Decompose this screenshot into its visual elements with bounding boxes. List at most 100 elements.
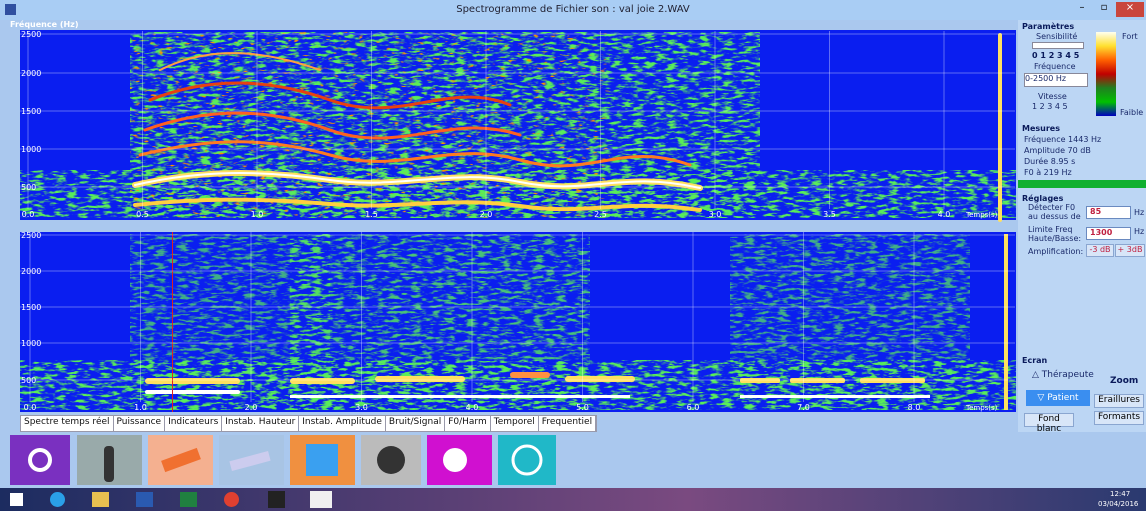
level-bar — [1018, 180, 1146, 188]
toolbar — [0, 432, 1146, 488]
start-button[interactable] — [10, 493, 23, 506]
x-tick-label: 4.0 — [938, 210, 951, 219]
icon-glyph — [443, 448, 467, 472]
label: Thérapeute — [1041, 370, 1094, 380]
section-title: Mesures — [1022, 124, 1060, 133]
app-icon — [5, 4, 16, 15]
label: Fréquence — [1034, 62, 1076, 71]
y-tick-label: 1500 — [21, 303, 41, 312]
app-icon[interactable] — [310, 491, 332, 508]
close-button[interactable]: × — [1116, 2, 1144, 17]
patient-option[interactable]: ▽ Patient — [1026, 390, 1090, 406]
y-tick-label: 2500 — [21, 231, 41, 240]
help-icon[interactable] — [498, 435, 556, 485]
label: Détecter F0 au dessus de — [1028, 203, 1081, 221]
tab[interactable]: Bruit/Signal — [386, 416, 446, 431]
eraillures-button[interactable]: Eraillures — [1094, 394, 1144, 408]
tab[interactable]: Frequentiel — [539, 416, 597, 431]
x-axis-label: Temps(s) — [965, 404, 998, 412]
bottom-noise-low — [20, 360, 1016, 410]
amp-plus-button[interactable]: + 3dB — [1115, 244, 1145, 257]
chrome-icon[interactable] — [224, 492, 239, 507]
color-scale — [1096, 32, 1116, 116]
fond-blanc-button[interactable]: Fond blanc — [1024, 413, 1074, 434]
spectrograms: Fréquence (Hz) 2500 2000 1500 1000 500 0.0 0.5… — [0, 20, 1018, 416]
y-axis-label: Fréquence (Hz) — [10, 20, 78, 29]
slider[interactable] — [1032, 42, 1084, 49]
taskbar: 12:47 03/04/2016 — [0, 488, 1146, 511]
x-tick-label: 2.0 — [245, 403, 258, 412]
icon-glyph — [377, 446, 405, 474]
x-axis-label: Temps(s) — [965, 211, 998, 219]
title-bar: Spectrogramme de Fichier son : val joie … — [0, 0, 1146, 20]
minimize-button[interactable]: – — [1079, 2, 1085, 13]
y-tick-label: 2000 — [21, 69, 41, 78]
x-tick-label: 1.0 — [134, 403, 147, 412]
x-tick-label: 3.0 — [355, 403, 368, 412]
scale: 0 1 2 3 4 5 — [1032, 51, 1080, 60]
y-tick-label: 500 — [21, 183, 36, 192]
ie-icon[interactable] — [50, 492, 65, 507]
x-tick-label: 1.5 — [365, 210, 378, 219]
bottom-harmonics — [145, 232, 1008, 412]
tab[interactable]: Spectre temps réel — [21, 416, 114, 431]
label: Sensibilité — [1036, 32, 1078, 41]
y-tick-label: 1500 — [21, 107, 41, 116]
x-tick-label: 8.0 — [908, 403, 921, 412]
detect-input[interactable]: 85 — [1086, 206, 1131, 219]
clock-date: 03/04/2016 — [1098, 500, 1139, 508]
tab[interactable]: Instab. Amplitude — [299, 416, 386, 431]
section-title: Ecran — [1022, 356, 1048, 365]
tab[interactable]: Temporel — [491, 416, 539, 431]
therapeute-option[interactable]: △ Thérapeute — [1032, 370, 1094, 380]
frequency-select[interactable]: 0-2500 Hz — [1024, 73, 1088, 87]
icon-glyph — [161, 447, 201, 473]
icon-glyph — [306, 444, 338, 476]
clock-time: 12:47 — [1110, 490, 1131, 498]
measure-line: Amplitude 70 dB — [1024, 146, 1091, 155]
limit-input[interactable]: 1300 — [1086, 227, 1131, 240]
app-icon[interactable] — [268, 491, 285, 508]
label: Faible — [1120, 108, 1144, 117]
measure-line: F0 à 219 Hz — [1024, 168, 1072, 177]
y-tick-label: 1000 — [21, 339, 41, 348]
section-title: Réglages — [1022, 194, 1064, 203]
tab[interactable]: Puissance — [114, 416, 166, 431]
maximize-button[interactable]: ▫ — [1100, 2, 1108, 13]
zoom-button[interactable]: Zoom — [1110, 376, 1139, 386]
y-tick-label: 2000 — [21, 267, 41, 276]
tab[interactable]: F0/Harm — [445, 416, 491, 431]
y-tick-label: 1000 — [21, 145, 41, 154]
x-tick-label: 3.0 — [709, 210, 722, 219]
x-tick-label: 6.0 — [687, 403, 700, 412]
scale: 1 2 3 4 5 — [1032, 102, 1068, 111]
x-tick-label: 1.0 — [251, 210, 264, 219]
exit-icon[interactable] — [10, 435, 70, 485]
x-tick-label: 4.0 — [466, 403, 479, 412]
icon-glyph — [229, 450, 271, 472]
formants-button[interactable]: Formants — [1094, 411, 1144, 425]
x-tick-label: 2.0 — [480, 210, 493, 219]
icon-glyph — [511, 444, 543, 476]
tab[interactable]: Instab. Hauteur — [222, 416, 300, 431]
icon-glyph — [28, 448, 52, 472]
explorer-icon[interactable] — [92, 492, 109, 507]
icon-glyph — [104, 446, 114, 482]
top-harmonics — [132, 33, 1002, 222]
word-icon[interactable] — [136, 492, 153, 507]
x-tick-label: 0.5 — [136, 210, 149, 219]
excel-icon[interactable] — [180, 492, 197, 507]
x-tick-label: 2.5 — [594, 210, 607, 219]
label: Patient — [1047, 393, 1079, 403]
label: Limite Freq Haute/Basse: — [1028, 225, 1082, 243]
unit: Hz — [1134, 208, 1145, 217]
amp-minus-button[interactable]: -3 dB — [1086, 244, 1114, 257]
y-tick-label: 500 — [21, 376, 36, 385]
measure-line: Fréquence 1443 Hz — [1024, 135, 1102, 144]
tab[interactable]: Indicateurs — [165, 416, 223, 431]
tab-bar: Spectre temps réel Puissance Indicateurs In… — [20, 415, 598, 432]
label: Fort — [1122, 32, 1138, 41]
x-tick-label: 3.5 — [823, 210, 836, 219]
x-tick-label: 7.0 — [797, 403, 810, 412]
